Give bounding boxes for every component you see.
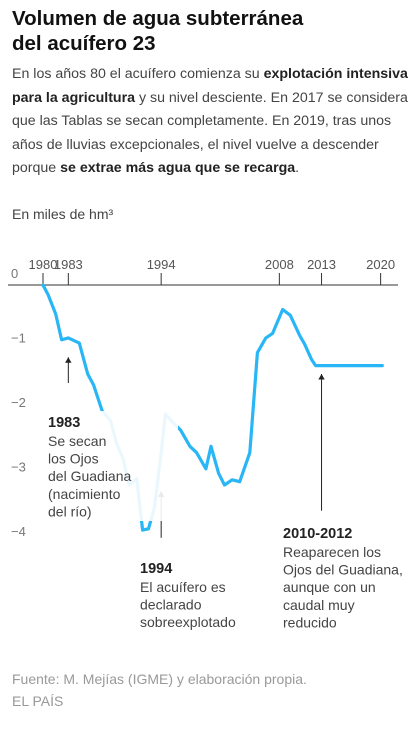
- y-tick-label: 0: [11, 266, 18, 281]
- annotation-backdrop: [138, 557, 270, 632]
- annotation-text-line: aunque con un: [283, 579, 376, 595]
- series-layer: [41, 283, 384, 532]
- annotation-arrowhead: [318, 374, 325, 380]
- annotation-arrowhead: [65, 357, 72, 363]
- intro-text-2: y su nivel desciente. En 2017 se conside…: [12, 89, 408, 177]
- intro-text-3: .: [295, 160, 300, 177]
- x-tick-label: 1980: [29, 257, 58, 272]
- annotation-year: 2010-2012: [283, 526, 352, 542]
- brand-text: EL PAÍS: [12, 693, 64, 709]
- units-label: En miles de hm³: [12, 206, 114, 222]
- y-tick-label: −1: [11, 331, 26, 346]
- annotation-text-line: del río): [48, 503, 92, 519]
- annotation-year: 1994: [140, 561, 172, 577]
- intro-text-1: En los años 80 el acuífero comienza su: [12, 66, 264, 82]
- annotation-2010-2012: 2010-2012 Reaparecen los Ojos del Guadiana…: [281, 522, 413, 632]
- intro-paragraph: En los años 80 el acuífero comienza su e…: [12, 63, 408, 181]
- series-line: [41, 283, 384, 532]
- annotation-text-line: sobreexplotado: [140, 614, 236, 630]
- y-tick-label: −4: [11, 524, 26, 539]
- annotation-text-line: los Ojos: [48, 451, 99, 467]
- annotation-text-line: Reaparecen los: [283, 544, 381, 560]
- x-tick-label: 2013: [307, 257, 336, 272]
- y-tick-label: −3: [11, 460, 26, 475]
- source-text: Fuente: M. Mejías (IGME) y elaboración p…: [12, 671, 307, 687]
- annotation-text-line: El acuífero es: [140, 579, 226, 595]
- x-tick-label: 1994: [147, 257, 176, 272]
- annotation-text-line: (nacimiento: [48, 486, 121, 502]
- annotation-text-line: Ojos del Guadiana,: [283, 562, 403, 578]
- intro-bold-2: se extrae más agua que se recarga: [60, 160, 296, 177]
- annotation-text-line: reducido: [283, 614, 337, 630]
- annotation-1994: 1994 El acuífero es declaradosobreexplotad…: [138, 557, 270, 632]
- annotation-year: 1983: [48, 415, 80, 431]
- annotation-text-line: Se secan: [48, 433, 106, 449]
- annotation-text-line: del Guadiana: [48, 468, 132, 484]
- annotation-backdrop: [46, 411, 178, 521]
- x-tick-label: 1983: [54, 257, 83, 272]
- annotation-backdrop: [281, 522, 413, 632]
- annotation-text-line: caudal muy: [283, 597, 355, 613]
- x-tick-label: 2008: [265, 257, 294, 272]
- chart-title: Volumen de agua subterránea del acuífero…: [12, 6, 404, 56]
- intro-bold-1: explotación intensiva para la agricultur…: [12, 66, 408, 106]
- y-tick-label: −2: [11, 395, 26, 410]
- title-line-2: del acuífero 23: [12, 32, 156, 55]
- annotation-text-line: declarado: [140, 597, 202, 613]
- title-line-1: Volumen de agua subterránea: [12, 7, 304, 30]
- x-tick-label: 2020: [366, 257, 395, 272]
- footer: Fuente: M. Mejías (IGME) y elaboración p…: [12, 668, 307, 712]
